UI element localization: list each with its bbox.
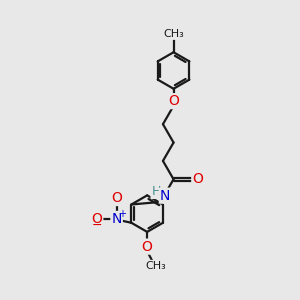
Text: CH₃: CH₃: [145, 261, 166, 271]
Text: CH₃: CH₃: [163, 29, 184, 39]
Text: O: O: [192, 172, 203, 186]
Text: O: O: [142, 240, 153, 254]
Text: O: O: [168, 94, 179, 108]
Text: H: H: [152, 185, 161, 198]
Text: +: +: [118, 209, 127, 219]
Text: O: O: [111, 191, 122, 205]
Text: O: O: [92, 212, 102, 226]
Text: N: N: [111, 212, 122, 226]
Text: −: −: [92, 219, 102, 232]
Text: N: N: [160, 189, 170, 203]
